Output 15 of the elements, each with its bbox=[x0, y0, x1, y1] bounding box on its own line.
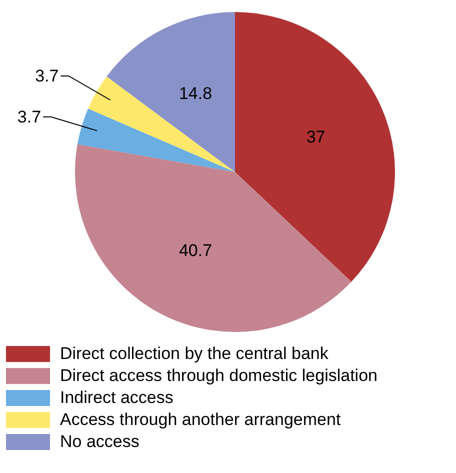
pie-slice bbox=[75, 144, 352, 332]
pie-slice bbox=[235, 12, 395, 282]
pie-slice bbox=[106, 12, 235, 172]
legend-label: Access through another arrangement bbox=[60, 410, 341, 430]
data-label: 37 bbox=[306, 128, 326, 147]
legend-label: Indirect access bbox=[60, 388, 174, 408]
pie-slice bbox=[77, 108, 235, 172]
data-label: 40.7 bbox=[178, 241, 212, 260]
legend-label: No access bbox=[60, 432, 140, 452]
pie-slice bbox=[88, 76, 235, 172]
data-label: 3.7 bbox=[17, 107, 42, 126]
legend-label: Direct collection by the central bank bbox=[60, 344, 328, 364]
legend-label: Direct access through domestic legislation bbox=[60, 366, 378, 386]
data-label: 3.7 bbox=[35, 66, 59, 86]
data-label: 14.8 bbox=[178, 84, 212, 103]
